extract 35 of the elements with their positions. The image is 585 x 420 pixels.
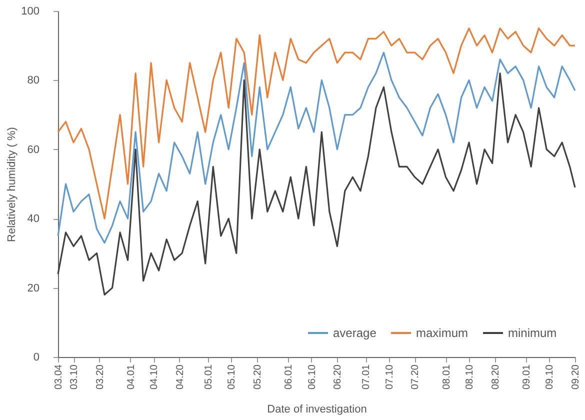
x-tick-label: 05.20 — [252, 364, 264, 390]
x-tick-label: 08.01 — [441, 364, 452, 390]
line-series — [57, 28, 576, 220]
x-tick-label: 07.01 — [361, 364, 372, 390]
y-axis-title: Relatively humidity ( %) — [6, 127, 18, 242]
x-tick-label: 05.10 — [226, 364, 238, 390]
y-tick-label: 0 — [33, 352, 40, 364]
x-tick-label: 03.20 — [94, 364, 106, 390]
x-tick-label: 09.01 — [521, 364, 532, 390]
x-tick-label: 09.20 — [570, 364, 582, 390]
x-tick-label: 04.20 — [174, 364, 186, 390]
y-tick-label: 80 — [27, 74, 40, 87]
x-tick-label: 07.10 — [384, 364, 396, 390]
x-tick-label: 08.10 — [464, 364, 476, 390]
x-tick-label: 07.20 — [410, 364, 422, 390]
y-tick-label: 40 — [27, 213, 40, 226]
x-tick-label: 05.01 — [203, 364, 214, 390]
x-tick-label: 03.10 — [69, 364, 80, 390]
line-series — [57, 52, 576, 244]
legend-label: average — [333, 326, 377, 340]
y-tick-label: 100 — [21, 6, 40, 18]
legend-label: maximum — [416, 326, 468, 340]
x-axis-title: Date of investigation — [267, 404, 367, 416]
y-tick-label: 20 — [27, 282, 40, 294]
x-tick-label: 04.10 — [149, 364, 160, 390]
x-tick-label: 09.10 — [544, 364, 556, 390]
line-series — [57, 72, 576, 296]
legend-label: minimum — [508, 326, 557, 340]
y-tick-label: 60 — [27, 144, 40, 156]
x-tick-label: 03.04 — [54, 364, 64, 390]
x-tick-label: 08.20 — [490, 364, 502, 390]
x-tick-label: 06.01 — [284, 364, 295, 390]
x-tick-label: 06.20 — [332, 364, 344, 390]
x-tick-label: 04.01 — [126, 364, 137, 390]
x-tick-label: 06.10 — [306, 364, 318, 390]
